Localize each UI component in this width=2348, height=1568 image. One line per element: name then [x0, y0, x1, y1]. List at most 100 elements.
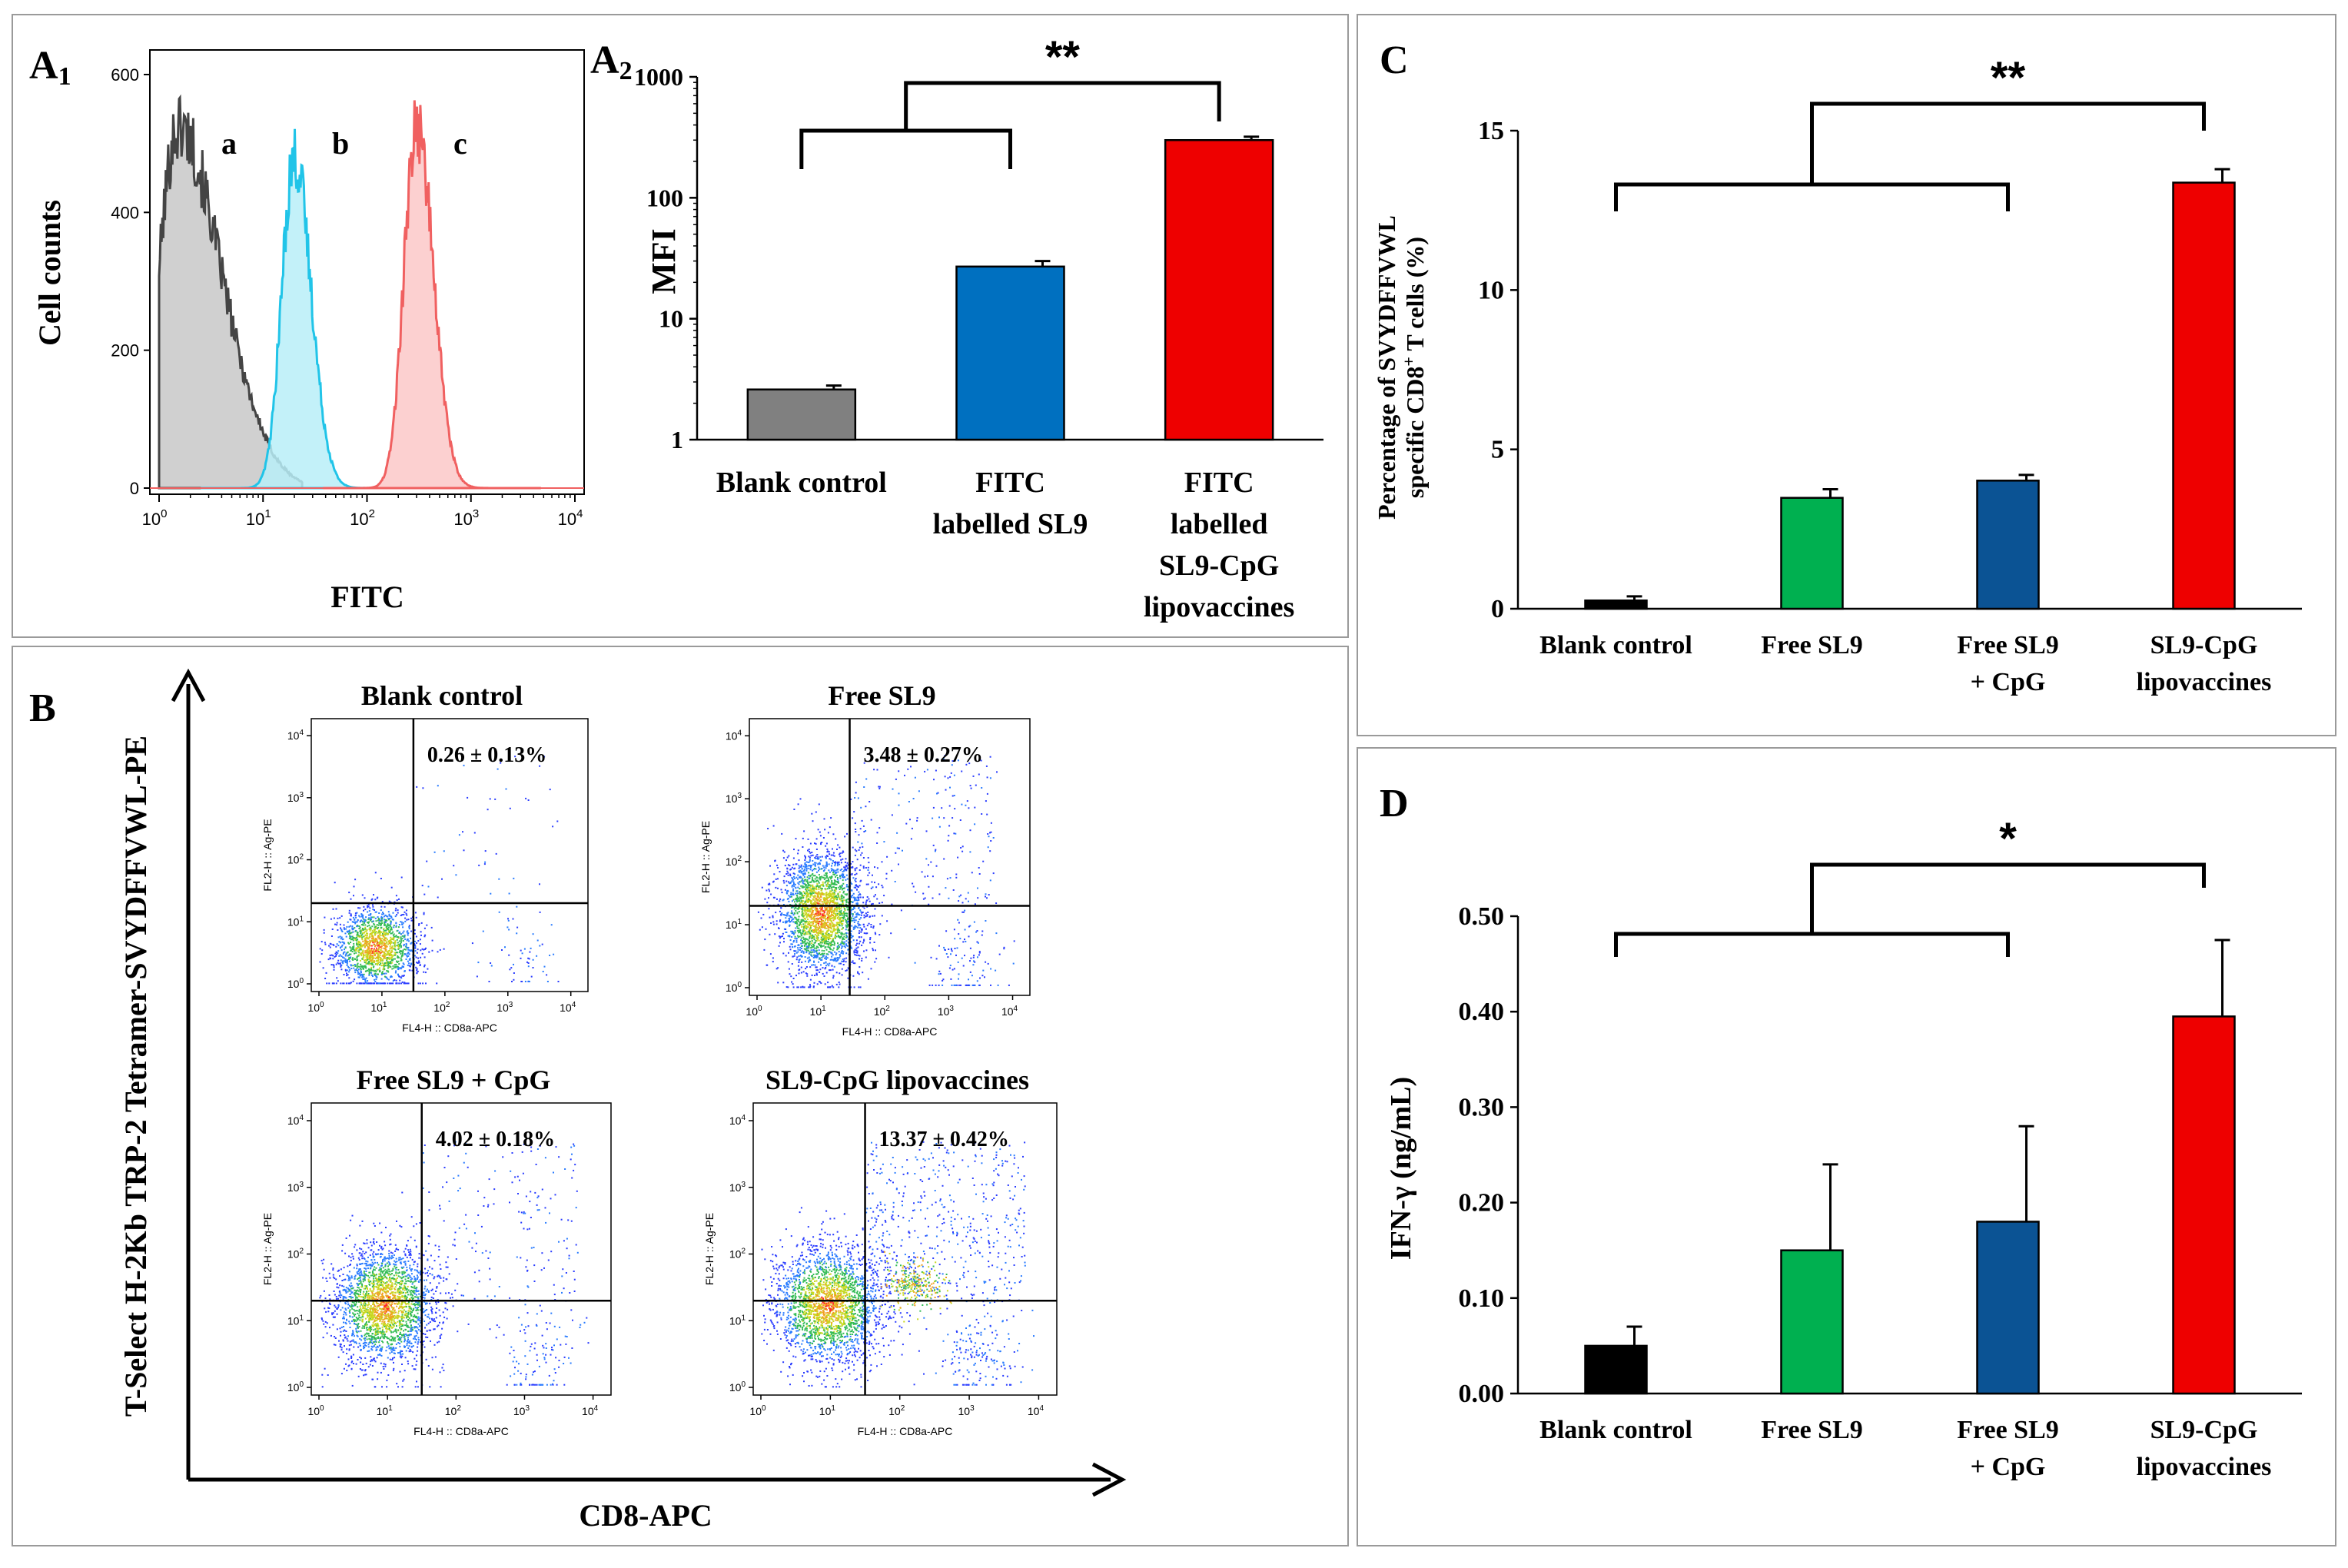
b-event [835, 869, 837, 872]
b-event [400, 955, 403, 958]
b-event [791, 981, 793, 983]
b-event [370, 968, 372, 970]
b-event [800, 951, 802, 953]
b-event [837, 862, 839, 864]
b-event [795, 910, 797, 912]
b-event [845, 912, 847, 915]
b-event [355, 921, 357, 923]
b-event [808, 956, 810, 958]
b-event [823, 934, 825, 936]
b-event [858, 986, 860, 988]
b-event [815, 880, 817, 882]
b-event [357, 919, 359, 922]
b-event [354, 949, 357, 952]
b-event [818, 952, 820, 955]
b-event [381, 935, 384, 937]
b-event [992, 837, 995, 839]
b-event [902, 849, 903, 852]
a2-category-label: SL9-CpG [1159, 550, 1279, 582]
b-event [862, 923, 865, 925]
b-event [413, 955, 416, 957]
b-event [801, 908, 803, 910]
b-event [858, 846, 861, 849]
b-event [798, 920, 800, 922]
b-event [850, 866, 852, 869]
b-event [374, 930, 376, 932]
b-event [815, 918, 818, 920]
b-event [433, 851, 436, 853]
b-event [375, 948, 377, 951]
b-event [792, 933, 795, 935]
b-event [332, 958, 334, 960]
b-event [406, 909, 407, 912]
b-event [834, 902, 836, 904]
b-event [855, 884, 857, 886]
b-event [957, 961, 959, 963]
b-event [843, 916, 845, 919]
b-event [842, 942, 845, 945]
b-event [357, 965, 359, 968]
b-event [886, 855, 888, 858]
b-event [770, 893, 772, 895]
b-event [407, 932, 410, 934]
b-event [854, 927, 856, 929]
b-event [389, 918, 391, 920]
b-event [826, 910, 829, 912]
b-event [797, 878, 799, 880]
b-event [389, 944, 391, 945]
b-event [836, 869, 839, 871]
b-event [384, 929, 386, 932]
b-event [386, 942, 388, 944]
b-event [352, 939, 354, 942]
b-event [821, 875, 823, 878]
b-event [401, 1191, 404, 1194]
b-event [350, 932, 353, 934]
b-event [960, 894, 962, 896]
b-event [822, 897, 825, 899]
a2-bracket-low [799, 128, 1012, 169]
b-event [334, 952, 337, 955]
b-event [809, 915, 810, 918]
a2-bar [746, 388, 857, 441]
b-event [364, 1253, 366, 1254]
b-event [789, 869, 792, 871]
b-event [799, 968, 801, 971]
b-event [340, 936, 343, 938]
b-event [814, 918, 816, 920]
b-event [925, 858, 928, 860]
b-event [821, 908, 823, 910]
b-event [858, 849, 860, 851]
b-event [950, 948, 952, 950]
b-event [826, 913, 829, 915]
b-event [375, 970, 377, 972]
b-event [821, 953, 822, 955]
b-event [364, 920, 367, 922]
b-event [368, 945, 370, 947]
b-event [345, 935, 347, 938]
b-event [835, 960, 838, 962]
b-event [804, 862, 806, 864]
b-event [351, 935, 354, 938]
b-event [362, 949, 364, 952]
b-event [819, 863, 821, 865]
b-event [788, 900, 790, 902]
b-event [830, 876, 832, 879]
b-event [543, 756, 546, 758]
b-event [805, 928, 808, 930]
b-event [372, 909, 374, 911]
b-event [858, 896, 860, 899]
b-event [826, 902, 829, 904]
b-event [852, 919, 854, 922]
b-event [819, 831, 821, 833]
b-event [860, 917, 862, 919]
b-event [857, 926, 859, 929]
b-event [833, 874, 835, 875]
b-event [789, 904, 791, 906]
b-event [820, 982, 822, 985]
b-event [803, 986, 805, 988]
b-event [830, 893, 832, 895]
b-event [802, 952, 805, 954]
a2-category-label: lipovaccines [1144, 591, 1294, 623]
b-event [340, 945, 343, 948]
b-event [330, 964, 333, 966]
